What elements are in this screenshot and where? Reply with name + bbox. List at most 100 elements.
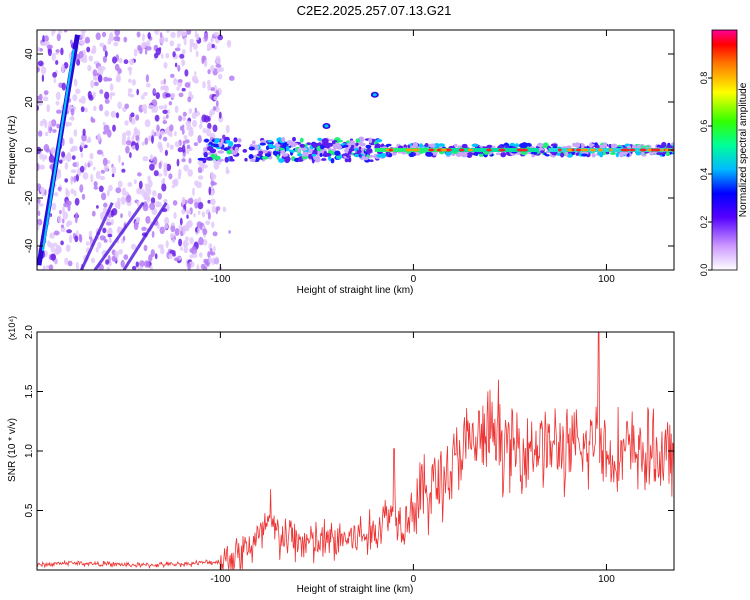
noise-blob bbox=[174, 62, 178, 68]
noise-blob bbox=[135, 142, 140, 151]
hot-spot bbox=[640, 148, 646, 152]
band-blob bbox=[300, 147, 308, 151]
hot-spot bbox=[576, 148, 581, 152]
chart-title: C2E2.2025.257.07.13.G21 bbox=[297, 3, 452, 18]
y-tick-label: 2.0 bbox=[24, 325, 35, 339]
noise-blob bbox=[44, 131, 49, 137]
hot-spot bbox=[609, 148, 613, 152]
hot-spot bbox=[580, 148, 584, 152]
noise-blob bbox=[204, 32, 209, 42]
noise-blob bbox=[179, 53, 185, 59]
noise-blob bbox=[201, 211, 206, 218]
noise-blob bbox=[80, 106, 85, 113]
band-blob bbox=[349, 140, 356, 146]
noise-blob bbox=[148, 104, 154, 110]
noise-blob bbox=[217, 34, 223, 41]
band-blob bbox=[445, 151, 451, 156]
x-tick-label: -100 bbox=[210, 574, 230, 585]
noise-blob bbox=[62, 211, 69, 220]
noise-blob bbox=[160, 80, 165, 85]
noise-blob bbox=[93, 77, 98, 81]
y-tick-label: 20 bbox=[24, 96, 35, 108]
noise-blob bbox=[71, 155, 76, 161]
noise-blob bbox=[112, 56, 117, 64]
noise-blob bbox=[174, 141, 180, 148]
noise-blob bbox=[121, 168, 126, 173]
noise-blob bbox=[41, 41, 47, 46]
band-blob bbox=[297, 159, 304, 162]
band-blob bbox=[408, 152, 415, 158]
noise-blob bbox=[145, 46, 152, 51]
spectrogram-xlabel: Height of straight line (km) bbox=[297, 285, 414, 296]
noise-blob bbox=[203, 258, 208, 264]
noise-blob bbox=[125, 145, 130, 154]
noise-blob bbox=[125, 130, 132, 137]
faint-streak bbox=[93, 201, 145, 270]
noise-blob bbox=[70, 188, 75, 194]
noise-blob bbox=[178, 115, 183, 122]
band-blob bbox=[321, 158, 327, 161]
noise-blob bbox=[192, 119, 197, 128]
noise-blob bbox=[185, 222, 190, 232]
noise-blob bbox=[102, 227, 107, 234]
noise-blob bbox=[69, 138, 74, 145]
band-blob bbox=[311, 142, 318, 149]
hot-spot bbox=[566, 148, 573, 152]
noise-blob bbox=[82, 172, 89, 180]
noise-blob bbox=[123, 59, 129, 65]
band-blob bbox=[218, 141, 223, 147]
noise-blob bbox=[62, 218, 65, 224]
noise-blob bbox=[197, 210, 201, 215]
band-blob bbox=[500, 152, 507, 158]
noise-blob bbox=[117, 197, 121, 203]
band-blob bbox=[473, 152, 478, 156]
hot-spot bbox=[655, 148, 660, 152]
noise-blob bbox=[137, 172, 142, 177]
noise-blob bbox=[44, 154, 48, 160]
noise-blob bbox=[67, 260, 73, 267]
noise-blob bbox=[199, 123, 203, 129]
band-blob bbox=[369, 137, 373, 144]
noise-blob bbox=[80, 57, 84, 63]
noise-blob bbox=[209, 110, 213, 119]
noise-blob bbox=[142, 33, 145, 42]
noise-blob bbox=[73, 78, 78, 87]
band-blob bbox=[328, 138, 334, 142]
spectrogram-panel: -100 0 100 -40 -20 0 20 40 Height of straight l… bbox=[7, 29, 675, 296]
noise-blob bbox=[165, 240, 169, 249]
noise-blob bbox=[141, 42, 148, 46]
noise-blob bbox=[165, 223, 168, 230]
noise-blob bbox=[106, 77, 113, 82]
noise-blob bbox=[181, 144, 186, 153]
noise-blob bbox=[207, 122, 212, 130]
noise-blob bbox=[151, 230, 155, 238]
noise-blob bbox=[202, 164, 208, 169]
band-blob bbox=[332, 143, 338, 150]
noise-blob bbox=[76, 161, 79, 168]
band-blob bbox=[319, 153, 323, 157]
noise-blob bbox=[56, 123, 61, 129]
noise-blob bbox=[186, 30, 192, 35]
band-blob bbox=[388, 153, 393, 158]
noise-blob bbox=[37, 203, 40, 211]
band-blob bbox=[369, 154, 373, 158]
noise-blob bbox=[174, 131, 177, 137]
noise-blob bbox=[176, 158, 180, 167]
noise-blob bbox=[191, 112, 197, 119]
noise-blob bbox=[210, 36, 214, 43]
noise-blob bbox=[121, 162, 125, 166]
noise-blob bbox=[181, 116, 186, 121]
noise-blob bbox=[141, 226, 147, 231]
noise-blob bbox=[153, 89, 157, 94]
band-blob bbox=[299, 137, 304, 143]
noise-blob bbox=[189, 44, 193, 53]
noise-blob bbox=[147, 32, 151, 40]
noise-blob bbox=[121, 137, 127, 146]
noise-blob bbox=[164, 216, 170, 226]
noise-blob bbox=[143, 195, 150, 201]
y-tick-label: 0 bbox=[24, 147, 35, 153]
noise-blob bbox=[66, 229, 72, 234]
band-blob bbox=[205, 156, 213, 161]
noise-blob bbox=[139, 260, 145, 267]
noise-blob bbox=[192, 42, 198, 50]
